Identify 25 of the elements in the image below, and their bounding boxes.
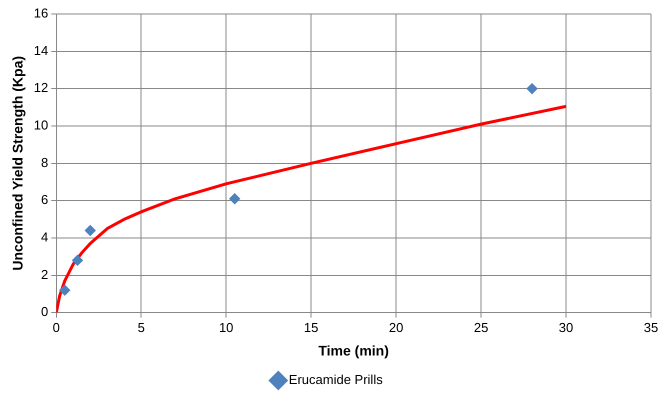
y-tick-label: 4 — [41, 230, 48, 245]
point — [229, 193, 240, 204]
x-tick-label: 30 — [558, 320, 574, 335]
legend-label: Erucamide Prills — [288, 372, 384, 388]
x-tick-label: 15 — [304, 320, 318, 335]
y-tick-label: 14 — [34, 42, 48, 58]
x-tick-label: 5 — [138, 320, 145, 335]
point — [59, 284, 70, 296]
y-axis-title: Unconfined Yield Strength (Kpa) — [9, 56, 26, 271]
x-tick-label: 10 — [218, 320, 234, 335]
y-tick-label: 2 — [41, 266, 48, 282]
y-tick-label: 6 — [41, 192, 48, 208]
x-tick-label: 35 — [644, 320, 658, 335]
y-tick-label: 12 — [34, 80, 48, 96]
x-tick-label: 20 — [388, 320, 404, 335]
point — [84, 224, 96, 236]
y-tick-label: 0 — [41, 304, 48, 320]
point — [526, 83, 538, 94]
x-tick-label: 25 — [474, 320, 488, 335]
x-tick-label: 0 — [52, 320, 60, 335]
x-axis-title: Time (min) — [318, 342, 389, 358]
y-tick-label: 8 — [41, 154, 48, 170]
y-tick-label: 16 — [34, 6, 48, 21]
point — [72, 254, 83, 266]
y-tick-label: 10 — [34, 118, 48, 133]
